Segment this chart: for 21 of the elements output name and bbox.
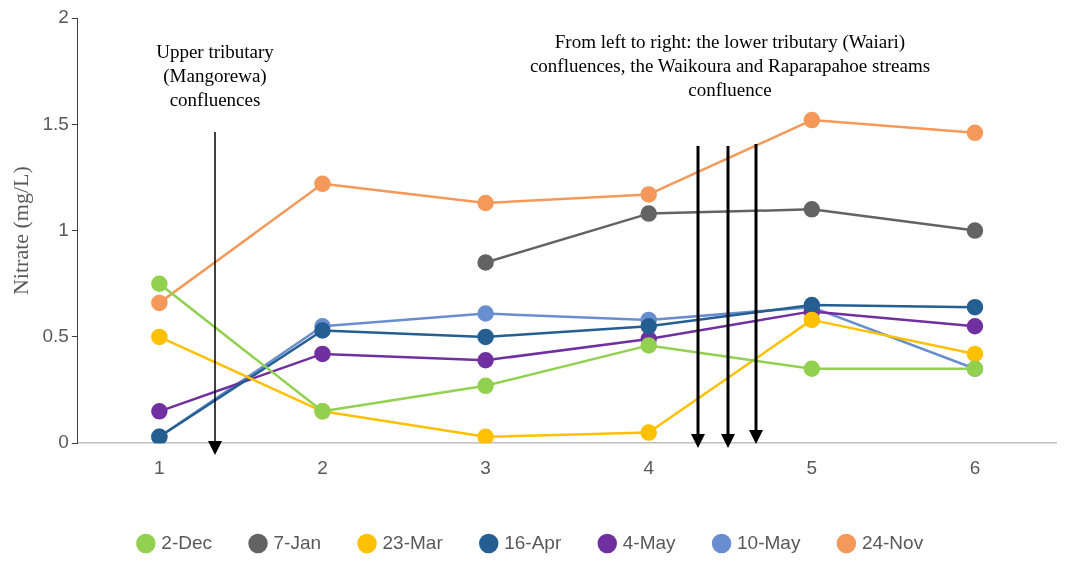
legend-label: 10-May <box>737 531 801 553</box>
legend-label: 24-Nov <box>861 531 924 553</box>
x-tick-label: 2 <box>317 456 328 478</box>
legend-label: 7-Jan <box>273 531 322 553</box>
legend-label: 2-Dec <box>161 531 213 553</box>
annotation: Upper tributary (Mangorewa) confluences <box>155 40 275 112</box>
y-tick-label: 0.5 <box>42 325 69 347</box>
x-tick-label: 5 <box>806 456 818 478</box>
y-tick-label: 1 <box>58 218 69 240</box>
legend-label: 16-Apr <box>504 531 562 553</box>
y-axis-title: Nitrate (mg/L) <box>7 166 33 296</box>
legend-label: 23-Mar <box>382 531 444 553</box>
x-tick-label: 3 <box>480 456 491 478</box>
y-tick-label: 0 <box>58 431 69 453</box>
y-tick-label: 2 <box>58 6 69 28</box>
x-tick-label: 6 <box>969 456 981 478</box>
annotation: From left to right: the lower tributary (Waiari) confluences, the Waikoura and Raparapahoe streams confluence <box>528 30 932 102</box>
legend-label: 4-May <box>622 531 677 553</box>
x-tick-label: 1 <box>154 456 165 478</box>
x-tick-label: 4 <box>643 456 655 478</box>
y-tick-label: 1.5 <box>42 112 69 134</box>
